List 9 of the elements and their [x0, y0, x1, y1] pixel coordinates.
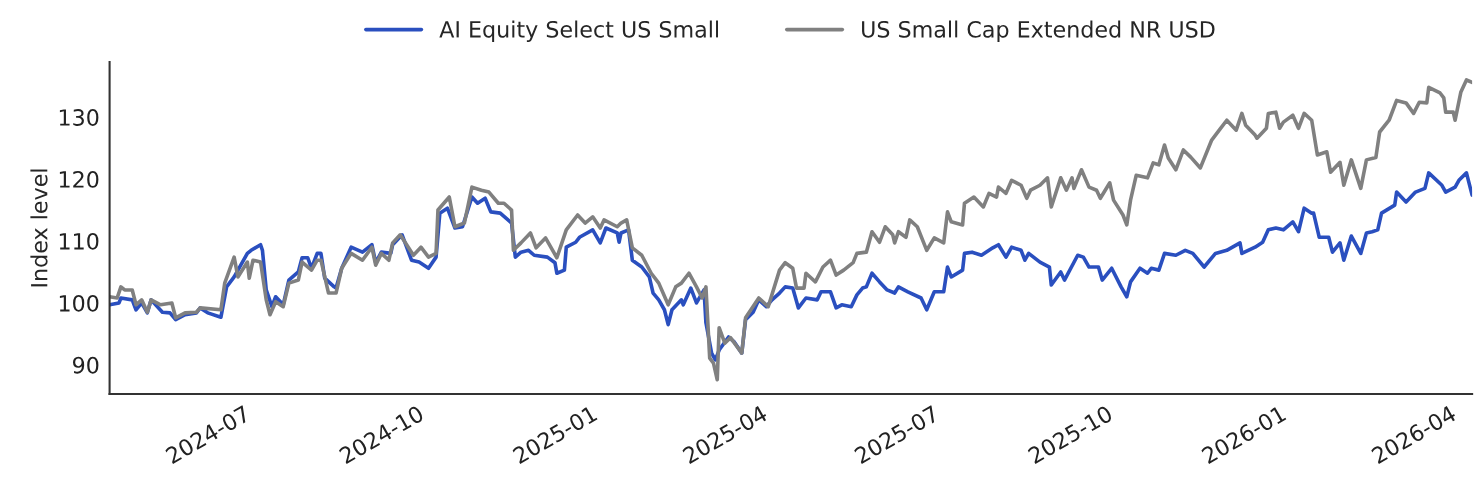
y-tick-label: 130 — [59, 109, 99, 126]
line-series — [109, 78, 1473, 382]
legend-label: AI Equity Select US Small — [439, 20, 719, 43]
y-axis-title: Index level — [30, 169, 48, 287]
legend-label: US Small Cap Extended NR USD — [862, 20, 1215, 43]
y-tick-label: 120 — [59, 171, 99, 188]
y-tick-label: 110 — [59, 232, 99, 250]
y-tick-label: 100 — [59, 294, 99, 312]
y-tick-label: 90 — [72, 356, 99, 374]
